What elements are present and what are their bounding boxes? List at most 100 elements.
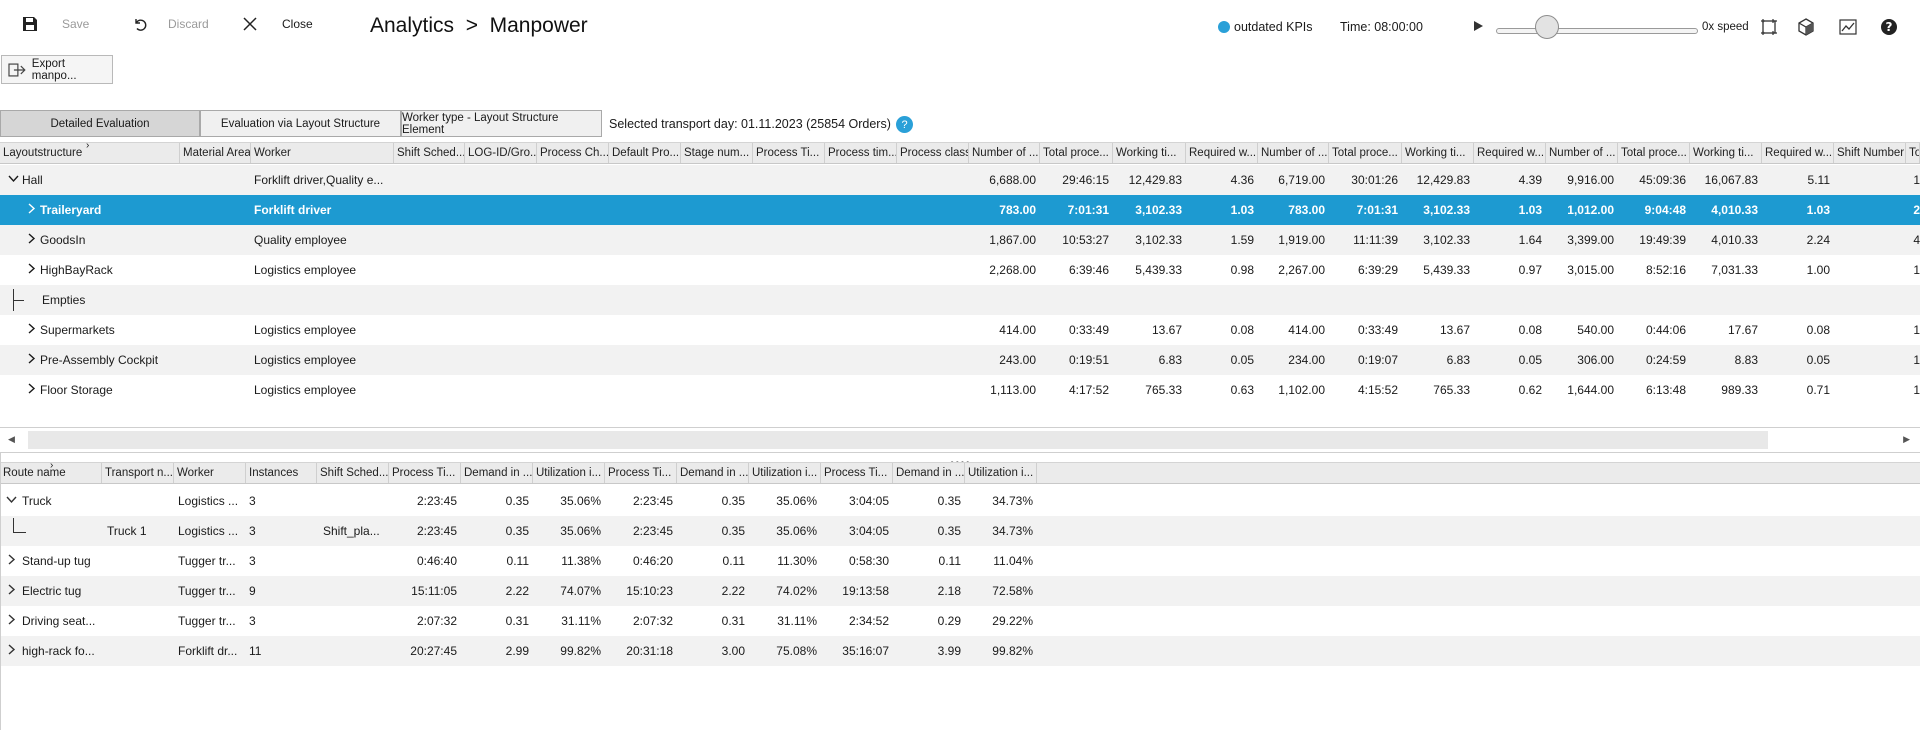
- fit-view-icon[interactable]: [1760, 18, 1780, 38]
- table-row[interactable]: high-rack fo... Forklift dr... 11 20:27:45 2…: [0, 636, 1920, 666]
- column-header[interactable]: Number of ...: [1258, 143, 1329, 163]
- column-header[interactable]: Shift Sched...: [394, 143, 465, 163]
- chevron-right-icon[interactable]: [26, 345, 37, 375]
- column-header[interactable]: Total proce...: [1040, 143, 1113, 163]
- kpi-value-cell: 0.35: [505, 524, 529, 538]
- column-header[interactable]: Utilization i...: [533, 463, 605, 483]
- column-header[interactable]: Utilization i...: [749, 463, 821, 483]
- column-header[interactable]: Required w...: [1762, 143, 1834, 163]
- column-header[interactable]: Layoutstructure: [0, 143, 180, 163]
- info-icon[interactable]: ?: [896, 116, 913, 133]
- column-header[interactable]: Shift Sched...: [317, 463, 389, 483]
- table-row[interactable]: Floor Storage Logistics employee 1,113.00 4…: [0, 375, 1920, 405]
- chevron-right-icon[interactable]: [26, 195, 37, 225]
- speed-slider-handle[interactable]: [1535, 15, 1559, 39]
- kpi-value-cell: 6,688.00: [989, 173, 1036, 187]
- discard-button[interactable]: Discard: [130, 14, 209, 34]
- column-header[interactable]: Utilization i...: [965, 463, 1037, 483]
- table-row[interactable]: Empties: [0, 285, 1920, 315]
- column-header[interactable]: Worker: [174, 463, 246, 483]
- column-header[interactable]: Process Ti...: [605, 463, 677, 483]
- kpi-value-cell: 15:10:23: [626, 584, 673, 598]
- horizontal-scrollbar[interactable]: ◀ ▶: [0, 427, 1920, 453]
- play-icon[interactable]: [1472, 20, 1484, 35]
- table-row[interactable]: Pre-Assembly Cockpit Logistics employee 24…: [0, 345, 1920, 375]
- column-header[interactable]: Process tim...: [825, 143, 897, 163]
- help-icon[interactable]: ?: [1880, 18, 1900, 38]
- table-row[interactable]: Electric tug Tugger tr... 9 15:11:05 2.22 74.…: [0, 576, 1920, 606]
- sort-caret-icon[interactable]: ›: [86, 142, 90, 151]
- table-row[interactable]: Supermarkets Logistics employee 414.00 0:33…: [0, 315, 1920, 345]
- table-row[interactable]: GoodsIn Quality employee 1,867.00 10:53:27 3…: [0, 225, 1920, 255]
- kpi-value-cell: 5,439.33: [1423, 263, 1470, 277]
- table-row[interactable]: Driving seat... Tugger tr... 3 2:07:32 0.31 3…: [0, 606, 1920, 636]
- table-row[interactable]: HighBayRack Logistics employee 2,268.00 6:3…: [0, 255, 1920, 285]
- tab-worker-type-layout[interactable]: Worker type - Layout Structure Element: [401, 110, 602, 137]
- kpi-value-cell: 19:49:39: [1639, 233, 1686, 247]
- column-header[interactable]: To: [1906, 143, 1920, 163]
- kpi-status[interactable]: outdated KPIs: [1218, 20, 1313, 34]
- chevron-right-icon[interactable]: [26, 315, 37, 345]
- close-button[interactable]: Close: [240, 14, 313, 34]
- column-header[interactable]: Worker: [251, 143, 394, 163]
- kpi-value-cell: 35:16:07: [842, 644, 889, 658]
- speed-slider[interactable]: [1496, 28, 1698, 34]
- chevron-right-icon[interactable]: [6, 606, 17, 636]
- export-button[interactable]: Export manpo...: [1, 55, 113, 84]
- table-row[interactable]: Hall Forklift driver,Quality e... 6,688.00…: [0, 165, 1920, 195]
- chevron-right-icon[interactable]: [26, 225, 37, 255]
- column-header[interactable]: Instances: [246, 463, 317, 483]
- kpi-value-cell: 9:04:48: [1644, 203, 1686, 217]
- table-row[interactable]: Truck 1 Logistics ... 3 Shift_pla... 2:23:45…: [0, 516, 1920, 546]
- 3d-view-icon[interactable]: [1797, 18, 1817, 38]
- column-header[interactable]: Default Pro...: [609, 143, 681, 163]
- column-header[interactable]: Transport n...: [102, 463, 174, 483]
- export-icon: [8, 62, 26, 77]
- column-header[interactable]: Process Ti...: [753, 143, 825, 163]
- column-header[interactable]: Number of ...: [969, 143, 1040, 163]
- chevron-right-icon[interactable]: [26, 375, 37, 405]
- column-header[interactable]: Demand in ...: [893, 463, 965, 483]
- column-header[interactable]: Working ti...: [1113, 143, 1186, 163]
- column-header[interactable]: Required w...: [1474, 143, 1546, 163]
- column-header[interactable]: Shift Number: [1834, 143, 1906, 163]
- column-header[interactable]: Process Ti...: [821, 463, 893, 483]
- tab-detailed-evaluation[interactable]: Detailed Evaluation: [0, 110, 200, 137]
- column-header[interactable]: Total proce...: [1618, 143, 1690, 163]
- chevron-right-icon[interactable]: [6, 576, 17, 606]
- worker-cell: Logistics employee: [254, 383, 357, 397]
- column-header[interactable]: LOG-ID/Gro...: [465, 143, 537, 163]
- tab-evaluation-layout-structure[interactable]: Evaluation via Layout Structure: [200, 110, 401, 137]
- column-header[interactable]: Working ti...: [1402, 143, 1474, 163]
- kpi-value-cell: [1474, 285, 1546, 315]
- scroll-right-icon[interactable]: ▶: [1903, 434, 1910, 444]
- column-header[interactable]: Process Ch...: [537, 143, 609, 163]
- scroll-left-icon[interactable]: ◀: [8, 434, 15, 444]
- table-row[interactable]: Traileryard Forklift driver 783.00 7:01:31 3…: [0, 195, 1920, 225]
- column-header[interactable]: Process Ti...: [389, 463, 461, 483]
- table-row[interactable]: Stand-up tug Tugger tr... 3 0:46:40 0.11 11.3…: [0, 546, 1920, 576]
- column-header[interactable]: Route name: [0, 463, 102, 483]
- sort-caret-icon[interactable]: ›: [50, 462, 54, 471]
- chevron-right-icon[interactable]: [26, 255, 37, 285]
- column-header[interactable]: Material Area: [180, 143, 251, 163]
- kpi-value-cell: 13.67: [1439, 323, 1470, 337]
- column-header[interactable]: Demand in ...: [461, 463, 533, 483]
- column-header[interactable]: Process class: [897, 143, 969, 163]
- column-header[interactable]: Working ti...: [1690, 143, 1762, 163]
- save-button[interactable]: Save: [20, 14, 89, 34]
- scrollbar-thumb[interactable]: [28, 431, 1768, 449]
- table-row[interactable]: Truck Logistics ... 3 2:23:45 0.35 35.06% 2:23…: [0, 486, 1920, 516]
- chevron-down-icon[interactable]: [6, 486, 17, 516]
- column-header[interactable]: Stage num...: [681, 143, 753, 163]
- column-header[interactable]: Demand in ...: [677, 463, 749, 483]
- column-header[interactable]: Required w...: [1186, 143, 1258, 163]
- kpi-value-cell: 234.00: [1288, 353, 1325, 367]
- chevron-right-icon[interactable]: [6, 546, 17, 576]
- column-header[interactable]: Number of ...: [1546, 143, 1618, 163]
- chart-icon[interactable]: [1839, 18, 1859, 38]
- kpi-value-cell: 1,644.00: [1567, 383, 1614, 397]
- chevron-right-icon[interactable]: [6, 636, 17, 666]
- chevron-down-icon[interactable]: [8, 165, 19, 195]
- column-header[interactable]: Total proce...: [1329, 143, 1402, 163]
